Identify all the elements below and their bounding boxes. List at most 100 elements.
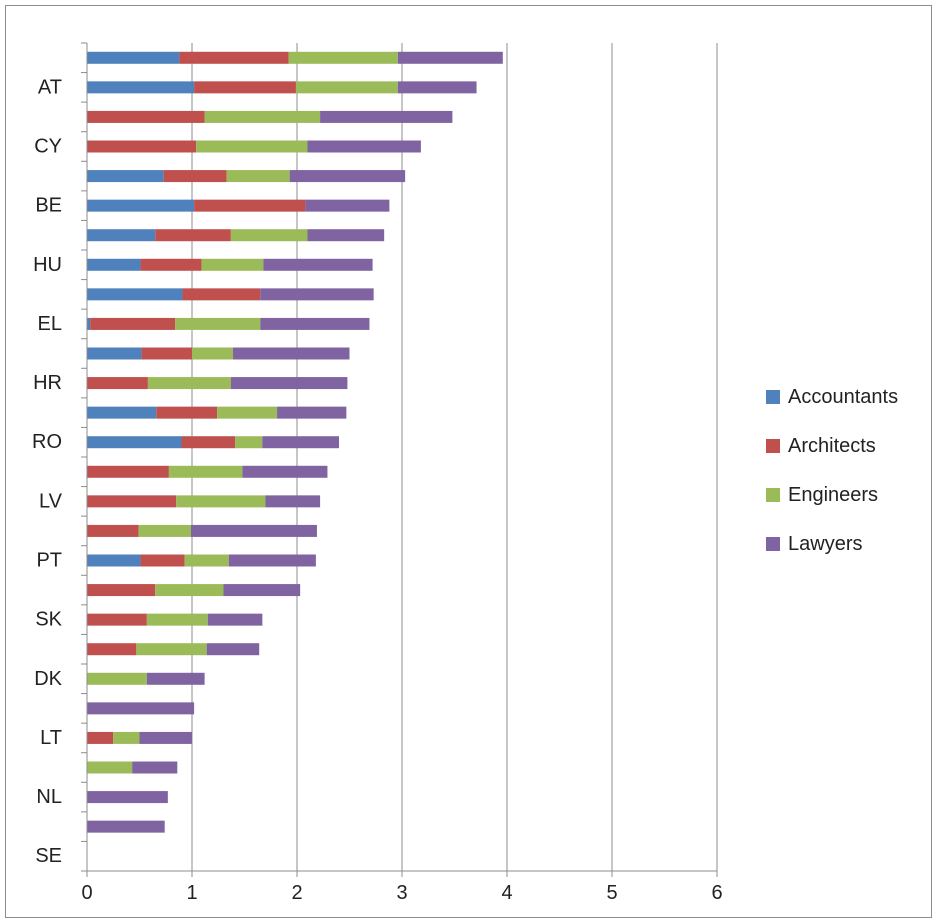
- bar-lawyers-row-25: [87, 791, 168, 804]
- bar-accountants-row-4: [87, 170, 164, 183]
- bar-engineers-row-17: [184, 554, 229, 567]
- bar-architects-row-18: [87, 584, 156, 597]
- legend-swatch-engineers: [766, 488, 780, 502]
- y-tick-label-hr: HR: [33, 372, 62, 394]
- bar-engineers-row-16: [138, 524, 191, 537]
- bar-accountants-row-7: [87, 258, 141, 271]
- y-tick-label-dk: DK: [34, 668, 62, 690]
- bar-architects-row-3: [87, 140, 197, 153]
- bar-architects-row-0: [179, 51, 289, 64]
- bar-lawyers-row-20: [206, 643, 260, 656]
- y-tick-label-sk: SK: [35, 609, 62, 631]
- bar-accountants-row-5: [87, 199, 195, 212]
- y-tick-label-cy: CY: [34, 136, 62, 158]
- bars: [87, 51, 503, 833]
- bar-accountants-row-17: [87, 554, 141, 567]
- gridlines: [191, 43, 718, 871]
- bar-architects-row-17: [140, 554, 185, 567]
- bar-architects-row-19: [87, 613, 147, 626]
- bar-accountants-row-0: [87, 51, 180, 64]
- bar-lawyers-row-24: [132, 761, 178, 774]
- bar-engineers-row-10: [192, 347, 233, 360]
- tick-labels: AT CY BE HU EL HR RO LV PT SK DK LT NL SE 0 1 2 3 4 5 6: [32, 76, 723, 904]
- bar-engineers-row-11: [147, 377, 231, 390]
- bar-architects-row-10: [141, 347, 192, 360]
- bar-accountants-row-10: [87, 347, 142, 360]
- bar-accountants-row-9: [87, 317, 91, 330]
- axes: [81, 42, 718, 877]
- legend-swatch-architects: [766, 439, 780, 453]
- bar-architects-row-7: [140, 258, 202, 271]
- bar-lawyers-row-11: [230, 377, 348, 390]
- bar-architects-row-2: [87, 110, 205, 123]
- bar-architects-row-4: [163, 170, 227, 183]
- bar-architects-row-15: [87, 495, 177, 508]
- stacked-bar-chart: AT CY BE HU EL HR RO LV PT SK DK LT NL SE 0 1 2 3 4 5 6 Acco…: [32, 42, 898, 904]
- legend-label-accountants: Accountants: [788, 386, 898, 408]
- bar-engineers-row-7: [201, 258, 264, 271]
- x-tick-label-5: 5: [606, 882, 617, 904]
- y-tick-label-lt: LT: [40, 727, 62, 749]
- bar-architects-row-20: [87, 643, 137, 656]
- bar-lawyers-row-7: [263, 258, 373, 271]
- bar-lawyers-row-17: [228, 554, 316, 567]
- bar-lawyers-row-8: [260, 288, 374, 301]
- y-tick-label-pt: PT: [36, 550, 62, 572]
- bar-engineers-row-3: [196, 140, 308, 153]
- bar-lawyers-row-16: [190, 524, 317, 537]
- bar-architects-row-8: [182, 288, 261, 301]
- bar-accountants-row-12: [87, 406, 157, 419]
- legend-label-lawyers: Lawyers: [788, 533, 862, 555]
- bar-engineers-row-23: [113, 731, 140, 744]
- bar-engineers-row-20: [136, 643, 207, 656]
- bar-lawyers-row-14: [242, 465, 328, 478]
- bar-engineers-row-9: [175, 317, 261, 330]
- legend: Accountants Architects Engineers Lawyers: [766, 386, 898, 555]
- bar-lawyers-row-18: [223, 584, 301, 597]
- bar-lawyers-row-10: [232, 347, 350, 360]
- bar-architects-row-16: [87, 524, 139, 537]
- y-tick-label-nl: NL: [36, 786, 62, 808]
- y-tick-label-be: BE: [35, 195, 62, 217]
- x-tick-label-1: 1: [186, 882, 197, 904]
- bar-lawyers-row-22: [87, 702, 195, 715]
- y-tick-label-se: SE: [35, 845, 62, 867]
- bar-engineers-row-6: [230, 229, 308, 242]
- bar-architects-row-23: [87, 731, 114, 744]
- bar-engineers-row-2: [204, 110, 321, 123]
- bar-architects-row-1: [194, 81, 296, 94]
- bar-engineers-row-15: [176, 495, 266, 508]
- bar-lawyers-row-12: [277, 406, 347, 419]
- bar-architects-row-12: [156, 406, 218, 419]
- y-tick-label-lv: LV: [39, 490, 63, 512]
- bar-architects-row-6: [155, 229, 231, 242]
- bar-lawyers-row-15: [265, 495, 321, 508]
- bar-lawyers-row-19: [207, 613, 263, 626]
- legend-label-engineers: Engineers: [788, 484, 878, 506]
- bar-engineers-row-1: [295, 81, 398, 94]
- bar-accountants-row-6: [87, 229, 156, 242]
- bar-lawyers-row-23: [139, 731, 192, 744]
- bar-architects-row-5: [194, 199, 306, 212]
- bar-engineers-row-4: [226, 170, 290, 183]
- bar-accountants-row-1: [87, 81, 195, 94]
- bar-lawyers-row-2: [320, 110, 453, 123]
- bar-lawyers-row-3: [307, 140, 421, 153]
- x-tick-label-0: 0: [81, 882, 92, 904]
- bar-accountants-row-13: [87, 436, 182, 449]
- bar-architects-row-14: [87, 465, 169, 478]
- bar-engineers-row-19: [146, 613, 208, 626]
- chart-frame: AT CY BE HU EL HR RO LV PT SK DK LT NL SE 0 1 2 3 4 5 6 Acco…: [5, 5, 932, 918]
- bar-lawyers-row-6: [307, 229, 385, 242]
- y-tick-label-ro: RO: [32, 431, 62, 453]
- bar-lawyers-row-21: [146, 672, 205, 685]
- x-tick-label-3: 3: [396, 882, 407, 904]
- y-tick-label-at: AT: [38, 76, 62, 98]
- legend-swatch-lawyers: [766, 537, 780, 551]
- bar-lawyers-row-1: [397, 81, 477, 94]
- bar-lawyers-row-9: [260, 317, 370, 330]
- bar-lawyers-row-0: [397, 51, 503, 64]
- y-tick-label-hu: HU: [33, 254, 62, 276]
- bar-lawyers-row-5: [305, 199, 390, 212]
- bar-engineers-row-14: [168, 465, 243, 478]
